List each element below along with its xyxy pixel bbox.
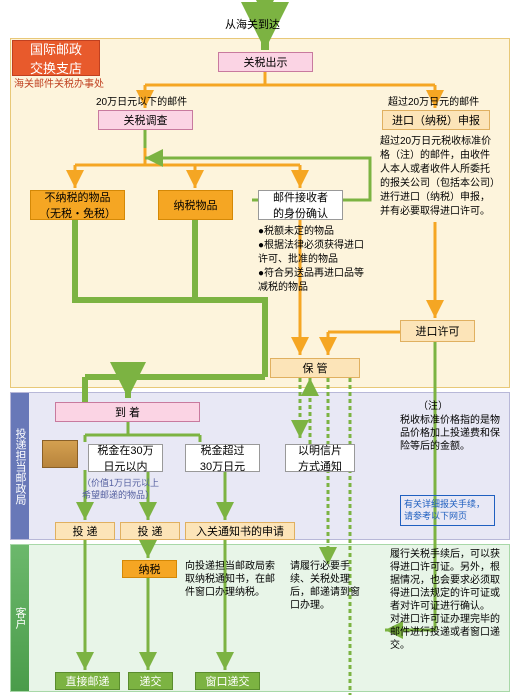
counter-hand: 窗口递交 — [195, 672, 260, 690]
section3-sidebar: 客户 — [11, 545, 29, 691]
deliver2: 投 递 — [120, 522, 180, 540]
arrival-label: 从海关到达 — [225, 18, 280, 32]
taxed-box: 纳税物品 — [158, 190, 233, 220]
pay-tax: 纳税 — [122, 560, 177, 578]
header-title1: 国际邮政 — [30, 39, 82, 58]
tax-under30: 税金在30万 日元以内 — [88, 444, 163, 472]
over20-label: 超过20万日元的邮件 — [388, 96, 479, 109]
package-icon — [42, 440, 78, 468]
id-confirm-box: 邮件接收者 的身份确认 — [258, 190, 343, 220]
arrive-box: 到 着 — [55, 402, 200, 422]
b3: ●符合另送品再进口品等减税的物品 — [258, 267, 373, 295]
note3: 履行关税手续后，可以获得进口许可证。另外，根据情况，也会要求必须取得进口法规定的… — [390, 548, 502, 652]
hand1: 递交 — [128, 672, 173, 690]
storage-box: 保 管 — [270, 358, 360, 378]
tax-over30: 税金超过 30万日元 — [185, 444, 260, 472]
bullets: ●税额未定的物品 ●根据法律必须获得进口许可、批准的物品 ●符合另送品再进口品等… — [258, 225, 373, 295]
customs-present: 关税出示 — [218, 52, 313, 72]
apply-box: 入关通知书的申请 — [185, 522, 295, 540]
header-subtitle: 海关邮件关税办事处 — [14, 78, 104, 91]
b1: ●税额未定的物品 — [258, 225, 373, 239]
link-note: 有关详细报关手续，请参考以下网页 — [400, 495, 495, 526]
annotation: 税收标准价格指的是物品价格加上投递费和保险等后的金额。 — [400, 414, 500, 453]
deliver1: 投 递 — [55, 522, 115, 540]
note2: 请履行必要手续、关税处理后，邮递请到窗口办理。 — [290, 560, 365, 612]
over20-note: 超过20万日元税收标准价格（注）的邮件，由收件人本人或者收件人所委托的报关公司（… — [380, 135, 498, 219]
note1: 向投递担当邮政局索取纳税通知书，在邮件窗口办理纳税。 — [185, 560, 275, 599]
value-note: （价值1万日元以上 希望邮递的物品） — [82, 478, 177, 501]
header-box: 国际邮政 交换支店 — [12, 40, 100, 76]
direct-deliver: 直接邮递 — [55, 672, 120, 690]
import-permit: 进口许可 — [400, 320, 475, 342]
section2-sidebar: 投递担当邮政局 — [11, 393, 29, 539]
customs-inquiry: 关税调查 — [98, 110, 193, 130]
under20-label: 20万日元以下的邮件 — [96, 96, 187, 109]
annotation-title: （注） — [418, 400, 448, 413]
header-title2: 交换支店 — [30, 58, 82, 77]
import-declare: 进口（纳税）申报 — [382, 110, 490, 130]
b2: ●根据法律必须获得进口许可、批准的物品 — [258, 239, 373, 267]
postcard-box: 以明信片 方式通知 — [285, 444, 355, 472]
nontax-box: 不纳税的物品 （无税・免税） — [30, 190, 125, 220]
